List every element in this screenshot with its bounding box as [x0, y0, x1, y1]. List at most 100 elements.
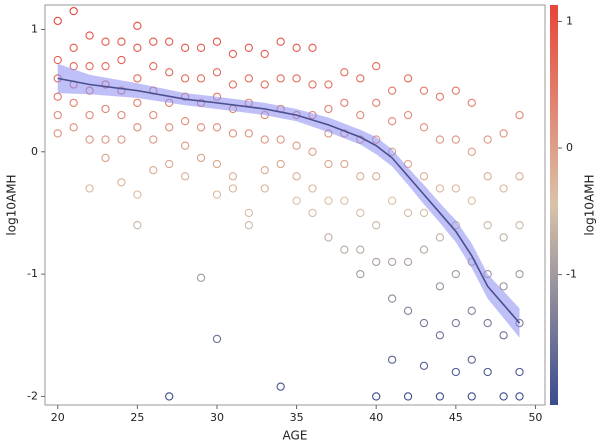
point	[419, 86, 429, 95]
point	[499, 392, 508, 401]
point	[133, 43, 142, 52]
point	[340, 68, 349, 77]
point	[356, 110, 365, 120]
point	[165, 159, 174, 169]
point	[133, 98, 142, 108]
point	[451, 318, 460, 328]
point	[180, 172, 190, 181]
point	[133, 123, 142, 132]
point	[117, 135, 126, 144]
point	[419, 123, 429, 132]
point	[117, 110, 126, 120]
point	[356, 269, 365, 279]
point	[308, 208, 317, 218]
point	[308, 43, 317, 52]
point	[228, 49, 238, 59]
point	[212, 159, 222, 169]
point	[356, 172, 365, 181]
point	[419, 245, 429, 254]
point	[483, 135, 492, 144]
point	[228, 172, 238, 181]
point	[483, 318, 492, 328]
point	[133, 21, 142, 30]
point	[244, 43, 253, 52]
point	[196, 74, 206, 83]
x-tick-label: 40	[369, 411, 383, 424]
point	[180, 141, 190, 150]
colorbar-label: log10AMH	[583, 174, 597, 235]
point	[276, 159, 285, 169]
x-tick-label: 20	[51, 411, 65, 424]
point	[212, 334, 222, 344]
point	[212, 68, 222, 77]
point	[85, 184, 94, 193]
point	[451, 269, 460, 279]
point	[419, 318, 429, 328]
point	[467, 196, 476, 205]
point	[101, 153, 110, 163]
point	[85, 31, 94, 40]
point	[292, 141, 301, 150]
point	[165, 68, 174, 77]
point	[53, 92, 62, 101]
point	[101, 37, 110, 46]
point	[308, 184, 317, 193]
point	[69, 43, 78, 52]
point	[499, 129, 508, 138]
point	[372, 221, 381, 230]
colorbar-tick-label: 0	[566, 141, 573, 154]
point	[499, 233, 508, 242]
point	[467, 98, 476, 108]
point	[387, 355, 397, 364]
point	[165, 123, 174, 132]
point	[228, 129, 238, 138]
point	[372, 257, 381, 267]
point	[435, 331, 445, 340]
point	[53, 110, 62, 120]
point	[244, 208, 253, 218]
point	[451, 135, 460, 144]
point	[340, 245, 349, 254]
point	[212, 190, 222, 199]
point	[356, 74, 365, 83]
point	[133, 190, 142, 199]
point	[260, 165, 269, 175]
point	[53, 55, 62, 65]
point	[149, 110, 158, 120]
point	[324, 104, 333, 114]
point	[451, 367, 460, 377]
point	[435, 92, 445, 101]
point	[515, 172, 524, 181]
point	[499, 331, 508, 340]
point	[292, 74, 301, 83]
point	[467, 306, 476, 315]
point	[69, 6, 78, 16]
point	[260, 135, 269, 144]
point	[435, 392, 445, 401]
point	[260, 184, 269, 193]
point	[451, 86, 460, 95]
point	[403, 208, 413, 218]
point	[515, 269, 524, 279]
point	[372, 392, 381, 401]
point	[467, 147, 476, 156]
point	[324, 196, 333, 205]
point	[419, 361, 429, 371]
point	[387, 86, 397, 95]
point	[180, 43, 190, 52]
point	[149, 62, 158, 71]
point	[276, 37, 285, 46]
point	[276, 382, 285, 391]
point	[69, 123, 78, 132]
point	[69, 98, 78, 108]
point	[387, 257, 397, 267]
point	[117, 178, 126, 187]
point	[308, 147, 317, 156]
point	[515, 110, 524, 120]
point	[101, 135, 110, 144]
point	[356, 245, 365, 254]
point	[196, 123, 206, 132]
point	[101, 62, 110, 71]
point	[149, 135, 158, 144]
